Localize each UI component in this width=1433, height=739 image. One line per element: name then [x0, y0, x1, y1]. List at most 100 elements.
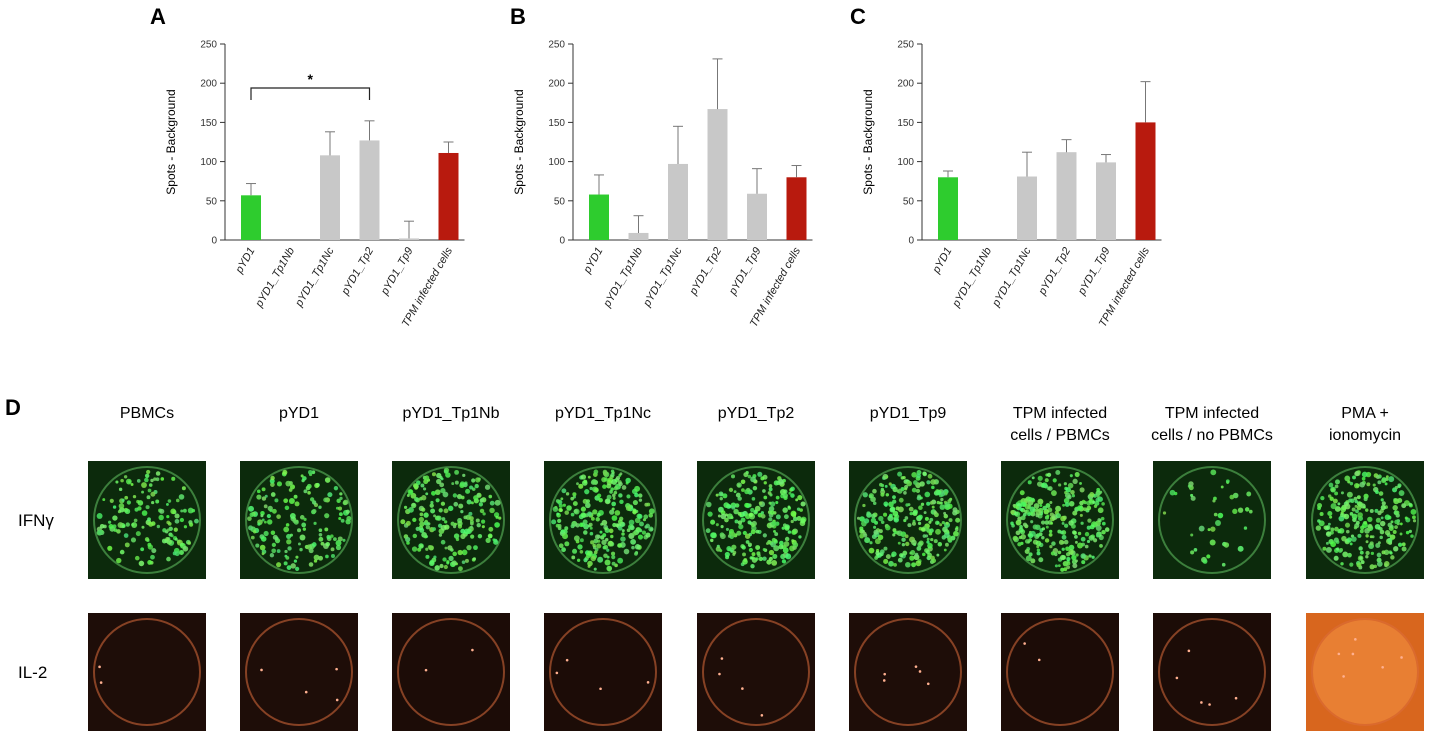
y-tick-label: 250	[897, 40, 914, 51]
well-image-ifng	[88, 461, 206, 579]
well-image-il2	[544, 613, 662, 731]
y-tick-label: 0	[211, 236, 217, 247]
row-label-ifng: IFNγ	[18, 511, 54, 530]
y-tick-label: 0	[559, 236, 565, 247]
x-tick-label: pYD1_Tp1Nc	[641, 245, 685, 309]
x-tick-label: pYD1_Tp9	[378, 246, 415, 298]
column-header-line: pYD1_Tp2	[717, 405, 795, 422]
well-ring	[1158, 618, 1266, 726]
well-ring	[854, 618, 962, 726]
well-spots	[98, 665, 103, 684]
y-tick-label: 100	[548, 157, 565, 168]
well-ring	[549, 618, 657, 726]
y-tick-label: 100	[200, 157, 217, 168]
well-image-il2	[240, 613, 358, 731]
well-ring	[397, 618, 505, 726]
y-tick-label: 100	[897, 157, 914, 168]
column-header-line: PBMCs	[119, 405, 175, 422]
well-spots	[1175, 649, 1238, 706]
significance-bracket	[250, 87, 371, 100]
well-image-il2	[697, 613, 815, 731]
well-ring	[1158, 466, 1266, 574]
well-ring	[93, 618, 201, 726]
well-spots	[1010, 470, 1110, 572]
column-header-line: pYD1	[278, 405, 320, 422]
well-image-ifng	[240, 461, 358, 579]
row-label-il2: IL-2	[18, 663, 48, 682]
well-ring	[702, 466, 810, 574]
x-tick-label: pYD1_Tp9	[726, 246, 763, 298]
column-header: pYD1	[234, 403, 364, 425]
panel-letter-b: B	[510, 4, 526, 29]
well-spots	[1315, 470, 1417, 570]
well-spots	[705, 471, 807, 569]
column-header-line: ionomycin	[1328, 427, 1402, 444]
column-header: PBMCs	[82, 403, 212, 425]
well-spots	[1162, 469, 1253, 567]
column-header-line: pYD1_Tp1Nc	[554, 405, 652, 422]
well-spots	[260, 667, 339, 702]
well-ring	[1311, 466, 1419, 574]
column-header: pYD1_Tp9	[843, 403, 973, 425]
bar-tpm-infected-cells	[1135, 122, 1156, 240]
bar-pyd1	[938, 177, 958, 240]
column-header-line: cells / PBMCs	[1010, 427, 1110, 444]
x-tick-label: pYD1_Tp2	[339, 246, 376, 298]
bar-pyd1_tp9	[1096, 162, 1116, 240]
x-tick-label: pYD1	[930, 246, 955, 277]
well-image-il2	[392, 613, 510, 731]
x-tick-label: pYD1_Tp1Nc	[293, 245, 337, 309]
column-header-line: TPM infected	[1164, 405, 1260, 422]
bar-pyd1_tp2	[707, 109, 728, 241]
bar-pyd1_tp1nc	[668, 163, 688, 240]
y-axis-label: Spots - Background	[512, 89, 526, 194]
well-ring	[245, 618, 353, 726]
y-tick-label: 200	[200, 79, 217, 90]
well-image-ifng	[544, 461, 662, 579]
x-tick-label: pYD1	[233, 246, 258, 277]
x-tick-label: pYD1_Tp1Nb	[601, 246, 645, 311]
y-tick-label: 200	[548, 79, 565, 90]
y-tick-label: 50	[903, 196, 915, 207]
bar-pyd1	[241, 195, 261, 240]
column-header: TPM infected cells / PBMCs	[995, 403, 1125, 447]
bar-pyd1_tp2	[1056, 152, 1077, 240]
well-spots	[400, 467, 502, 572]
well-ring	[397, 466, 505, 574]
y-tick-label: 50	[554, 196, 566, 207]
well-spots	[882, 665, 930, 686]
well-image-il2	[1306, 613, 1424, 731]
bar-pyd1_tp1nc	[320, 155, 340, 240]
column-header-line: cells / no PBMCs	[1151, 427, 1273, 444]
well-image-ifng	[392, 461, 510, 579]
y-tick-label: 0	[908, 236, 914, 247]
column-header: pYD1_Tp1Nb	[386, 403, 516, 425]
x-tick-label: pYD1_Tp2	[687, 246, 724, 298]
column-header-line: PMA +	[1341, 405, 1389, 422]
well-image-ifng	[1153, 461, 1271, 579]
column-header: PMA + ionomycin	[1300, 403, 1430, 447]
column-header: pYD1_Tp1Nc	[538, 403, 668, 425]
well-spots	[551, 469, 655, 572]
bar-pyd1_tp9	[399, 238, 419, 240]
x-tick-label: pYD1_Tp9	[1075, 246, 1112, 298]
column-header: pYD1_Tp2	[691, 403, 821, 425]
y-tick-label: 250	[548, 40, 565, 51]
panel-letter-c: C	[850, 4, 866, 29]
well-spots	[1023, 642, 1041, 662]
well-image-il2	[1001, 613, 1119, 731]
well-spots	[96, 469, 199, 567]
x-tick-label: pYD1	[581, 246, 606, 277]
bar-tpm-infected-cells	[786, 177, 807, 240]
column-header-line: TPM infected	[1012, 405, 1108, 422]
column-header-line: pYD1_Tp1Nb	[402, 405, 500, 422]
y-tick-label: 150	[548, 118, 565, 129]
y-tick-label: 50	[206, 196, 218, 207]
panel-letter-a: A	[150, 4, 166, 29]
well-image-ifng	[1001, 461, 1119, 579]
well-ring	[245, 466, 353, 574]
bar-pyd1_tp2	[359, 140, 380, 240]
well-spots	[247, 469, 352, 572]
y-tick-label: 150	[200, 118, 217, 129]
